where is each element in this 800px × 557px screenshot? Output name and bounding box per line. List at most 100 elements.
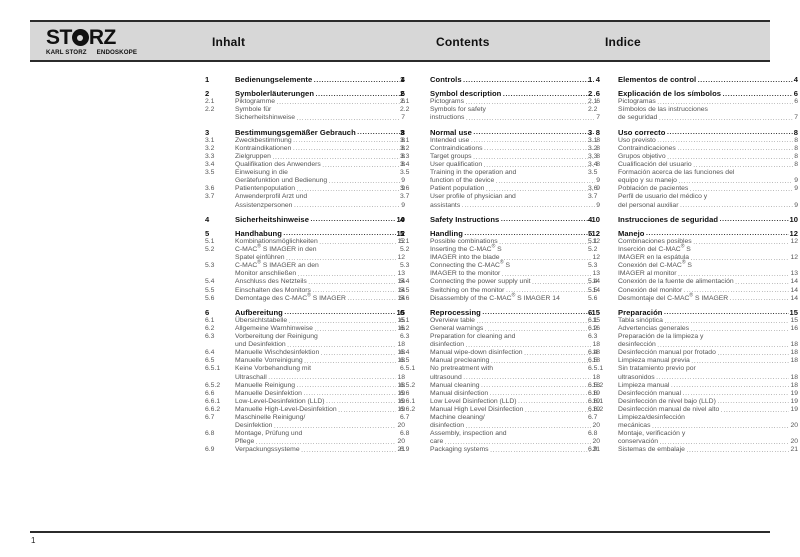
- toc-entry[interactable]: 6.6.2 Desinfección manual de nivel alto..…: [588, 406, 798, 414]
- toc-entry[interactable]: 5.6 Demontage des C-MAC® S IMAGER........…: [205, 293, 405, 303]
- toc-entry[interactable]: 6.5.1 Keine Vorbehandlung mit............…: [205, 365, 405, 381]
- toc-entry[interactable]: 6.5 Manual precleaning...................…: [400, 357, 600, 365]
- toc-entry[interactable]: 1 Controls...............................…: [400, 75, 600, 84]
- toc-entry[interactable]: 6.8 Montage, Prüfung und.................…: [205, 430, 405, 446]
- toc-entry[interactable]: 6.7 Limpieza/desinfección................…: [588, 414, 798, 430]
- toc-entry[interactable]: 6.4 Manual wipe-down disinfection........…: [400, 349, 600, 357]
- toc-entry[interactable]: 2.2 Symbole für..........................…: [205, 106, 405, 122]
- toc-entry[interactable]: 5.1 Kombinationsmöglichkeiten............…: [205, 238, 405, 246]
- toc-entry[interactable]: 2 Explicación de los símbolos............…: [588, 90, 798, 98]
- toc-entry[interactable]: 5.6 Disassembly of the C-MAC® S IMAGER 14…: [400, 293, 600, 303]
- toc-entry[interactable]: 3 Normal use.............................…: [400, 128, 600, 137]
- toc-entry[interactable]: 3.6 Población de pacientes...............…: [588, 185, 798, 193]
- toc-entry[interactable]: 6 Aufbereitung...........................…: [205, 308, 405, 317]
- toc-entry[interactable]: 6.5 Limpieza manual previa...............…: [588, 357, 798, 365]
- toc-entry[interactable]: 2.1 Pictograms...........................…: [400, 98, 600, 106]
- toc-entry[interactable]: 6.6.1 Low Level Disinfection (LLD).......…: [400, 398, 600, 406]
- toc-entry[interactable]: 6 Preparación............................…: [588, 308, 798, 317]
- toc-entry[interactable]: 2 Symbol description.....................…: [400, 90, 600, 98]
- toc-entry[interactable]: 6.5.2 Manual cleaning....................…: [400, 382, 600, 390]
- toc-entry[interactable]: 6.3 Vorbereitung der Reinigung...........…: [205, 333, 405, 349]
- toc-entry[interactable]: 5.4 Conexión de la fuente de alimentación…: [588, 278, 798, 286]
- toc-entry[interactable]: 3.6 Patientenpopulation..................…: [205, 185, 405, 193]
- toc-entry[interactable]: 3.4 User qualification...................…: [400, 161, 600, 169]
- toc-entry[interactable]: 2.2 Símbolos de las instrucciones........…: [588, 106, 798, 122]
- toc-entry[interactable]: 6.3 Preparación de la limpieza y.........…: [588, 333, 798, 349]
- toc-entry[interactable]: 6.8 Montaje, verificación y..............…: [588, 430, 798, 446]
- toc-entry[interactable]: 6.1 Tabla sinóptica......................…: [588, 317, 798, 325]
- toc-entry[interactable]: 5.4 Anschluss des Netzteils..............…: [205, 278, 405, 286]
- toc-entry[interactable]: 3 Bestimmungsgemäßer Gebrauch............…: [205, 128, 405, 137]
- toc-entry[interactable]: 6 Reprocessing...........................…: [400, 308, 600, 317]
- toc-entry[interactable]: 6.9 Verpackungssysteme...................…: [205, 446, 405, 454]
- toc-entry[interactable]: 2 Symbolerläuterungen....................…: [205, 90, 405, 98]
- toc-entry[interactable]: 3.1 Intended use.........................…: [400, 137, 600, 145]
- toc-entry[interactable]: 3.2 Kontraindikationen...................…: [205, 145, 405, 153]
- toc-entry[interactable]: 6.2 General warnings.....................…: [400, 325, 600, 333]
- toc-entry[interactable]: 5.2 Inserción del C-MAC® S...............…: [588, 244, 798, 262]
- toc-entry[interactable]: 6.1 Overview table.......................…: [400, 317, 600, 325]
- toc-entry[interactable]: 5.5 Einschalten des Monitors.............…: [205, 287, 405, 295]
- toc-entry[interactable]: 6.6.2 Manual High Level Disinfection.....…: [400, 406, 600, 414]
- toc-entry[interactable]: 3.7 Perfil de usuario del médico y.......…: [588, 193, 798, 209]
- toc-entry[interactable]: 3.1 Zweckbestimmung......................…: [205, 137, 405, 145]
- toc-entry[interactable]: 6.7 Maschinelle Reinigung/...............…: [205, 414, 405, 430]
- toc-entry[interactable]: 6.6.2 Manuelle High-Level-Desinfektion...…: [205, 406, 405, 414]
- toc-entry[interactable]: 6.6 Manual disinfection..................…: [400, 390, 600, 398]
- toc-entry[interactable]: 6.6 Desinfección manual..................…: [588, 390, 798, 398]
- toc-entry[interactable]: 1 Bedienungselemente.....................…: [205, 75, 405, 84]
- toc-entry[interactable]: 6.9 Sistemas de embalaje.................…: [588, 446, 798, 454]
- toc-entry[interactable]: 5.5 Conexión del monitor.................…: [588, 287, 798, 295]
- toc-entry[interactable]: 5.1 Combinaciones posibles...............…: [588, 238, 798, 246]
- toc-entry[interactable]: 5.4 Connecting the power supply unit.....…: [400, 278, 600, 286]
- toc-entry[interactable]: 2.1 Pictogramas..........................…: [588, 98, 798, 106]
- toc-entry[interactable]: 3 Uso correcto...........................…: [588, 128, 798, 137]
- toc-entry[interactable]: 3.3 Target groups........................…: [400, 153, 600, 161]
- toc-entry[interactable]: 3.5 Einweisung in die....................…: [205, 169, 405, 185]
- toc-entry[interactable]: 5.1 Possible combinations................…: [400, 238, 600, 246]
- toc-entry[interactable]: 6.4 Manuelle Wischdesinfektion...........…: [205, 349, 405, 357]
- toc-entry[interactable]: 3.3 Grupos objetivo......................…: [588, 153, 798, 161]
- toc-entry[interactable]: 4 Sicherheitshinweise....................…: [205, 215, 405, 224]
- toc-entry[interactable]: 4 Instrucciones de seguridad.............…: [588, 215, 798, 224]
- toc-entry[interactable]: 6.9 Packaging systems....................…: [400, 446, 600, 454]
- toc-entry[interactable]: 3.4 Cualificación del usuario............…: [588, 161, 798, 169]
- toc-entry[interactable]: 5.2 C-MAC® S IMAGER in den...............…: [205, 244, 405, 262]
- toc-entry[interactable]: 6.4 Desinfección manual por frotado......…: [588, 349, 798, 357]
- toc-entry[interactable]: 5 Handhabung.............................…: [205, 229, 405, 238]
- toc-entry[interactable]: 5.3 Conexión del C-MAC® S................…: [588, 260, 798, 278]
- toc-entry[interactable]: 6.5 Manuelle Vorreinigung................…: [205, 357, 405, 365]
- toc-entry[interactable]: 6.5.2 Manuelle Reinigung.................…: [205, 382, 405, 390]
- toc-entry[interactable]: 6.6.1 Low-Level-Desinfektion (LLD).......…: [205, 398, 405, 406]
- toc-entry[interactable]: 5.6 Desmontaje del C-MAC® S IMAGER.......…: [588, 293, 798, 303]
- toc-entry[interactable]: 3.3 Zielgruppen..........................…: [205, 153, 405, 161]
- toc-entry[interactable]: 5 Handling...............................…: [400, 229, 600, 238]
- toc-entry[interactable]: 3.2 Contraindications....................…: [400, 145, 600, 153]
- toc-entry[interactable]: 3.2 Contraindicaciones...................…: [588, 145, 798, 153]
- toc-entry[interactable]: 3.1 Uso previsto.........................…: [588, 137, 798, 145]
- toc-entry[interactable]: 6.5.2 Limpieza manual....................…: [588, 382, 798, 390]
- toc-entry[interactable]: 3.5 Formación acerca de las funciones del…: [588, 169, 798, 185]
- toc-entry[interactable]: 5.3 C-MAC® S IMAGER an den...............…: [205, 260, 405, 278]
- toc-entry[interactable]: 6.6 Manuelle Desinfektion................…: [205, 390, 405, 398]
- toc-entry[interactable]: 5 Manejo.................................…: [588, 229, 798, 238]
- toc-entry[interactable]: 6.5.1 No pretreatment with...............…: [400, 365, 600, 381]
- toc-entry[interactable]: 6.2 Allgemeine Warnhinweise..............…: [205, 325, 405, 333]
- toc-entry[interactable]: 3.4 Qualifikation des Anwenders..........…: [205, 161, 405, 169]
- toc-entry[interactable]: 6.2 Advertencias generales...............…: [588, 325, 798, 333]
- toc-entry[interactable]: 2.1 Piktogramme..........................…: [205, 98, 405, 106]
- toc-entry[interactable]: 6.1 Übersichtstabelle....................…: [205, 317, 405, 325]
- toc-entry[interactable]: 3.7 Anwenderprofil Arzt und..............…: [205, 193, 405, 209]
- toc-entry[interactable]: 3.6 Patient population...................…: [400, 185, 600, 193]
- toc-entry[interactable]: 5.5 Switching on the monitor.............…: [400, 287, 600, 295]
- toc-entry[interactable]: 6.5.1 Sin tratamiento previo por.........…: [588, 365, 798, 381]
- toc-entry[interactable]: 1 Elementos de control...................…: [588, 75, 798, 84]
- toc-entry[interactable]: 6.6.1 Desinfección de nivel bajo (LLD)...…: [588, 398, 798, 406]
